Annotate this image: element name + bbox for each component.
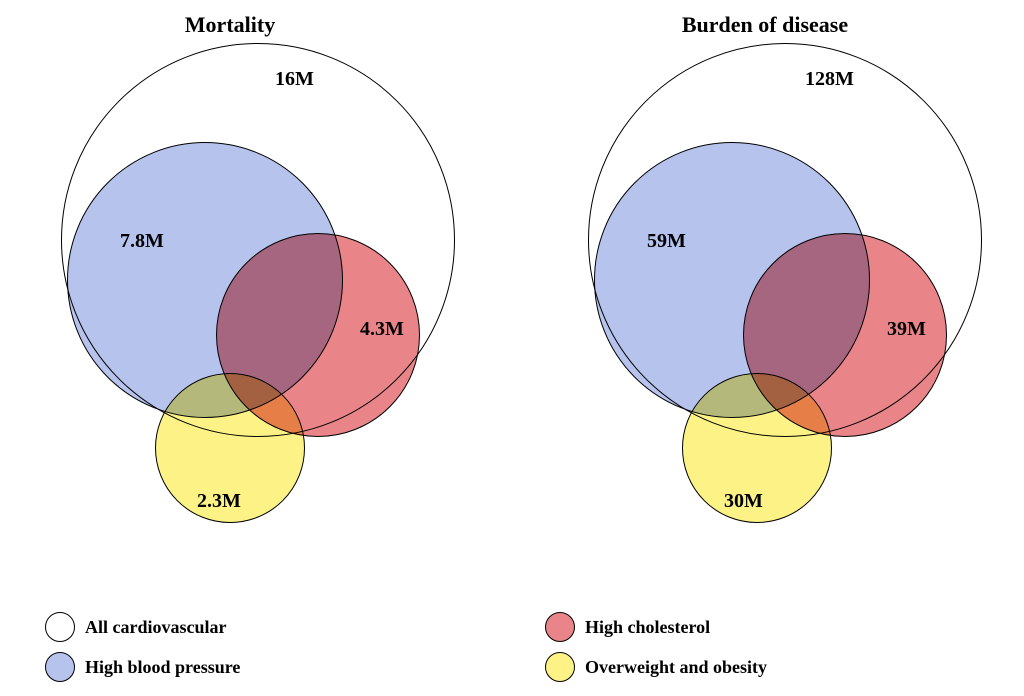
legend-text-all-cv: All cardiovascular <box>85 617 227 638</box>
legend-item-all-cv: All cardiovascular <box>45 612 227 642</box>
legend-item-hbp: High blood pressure <box>45 652 240 682</box>
legend-item-hc: High cholesterol <box>545 612 710 642</box>
mortality-label-hc: 4.3M <box>360 318 404 341</box>
burden-label-hc: 39M <box>887 318 926 341</box>
burden-label-obesity: 30M <box>724 490 763 513</box>
legend-item-obesity: Overweight and obesity <box>545 652 767 682</box>
mortality-label-hbp: 7.8M <box>120 230 164 253</box>
legend-swatch-all-cv <box>45 612 75 642</box>
burden-label-all-cv: 128M <box>805 68 854 91</box>
mortality-label-obesity: 2.3M <box>197 490 241 513</box>
legend-swatch-hc <box>545 612 575 642</box>
mortality-label-all-cv: 16M <box>275 68 314 91</box>
legend-text-hc: High cholesterol <box>585 617 710 638</box>
burden-title: Burden of disease <box>682 12 848 38</box>
mortality-title: Mortality <box>185 12 275 38</box>
legend-text-hbp: High blood pressure <box>85 657 240 678</box>
legend-text-obesity: Overweight and obesity <box>585 657 767 678</box>
burden-label-hbp: 59M <box>647 230 686 253</box>
legend-swatch-obesity <box>545 652 575 682</box>
legend-swatch-hbp <box>45 652 75 682</box>
